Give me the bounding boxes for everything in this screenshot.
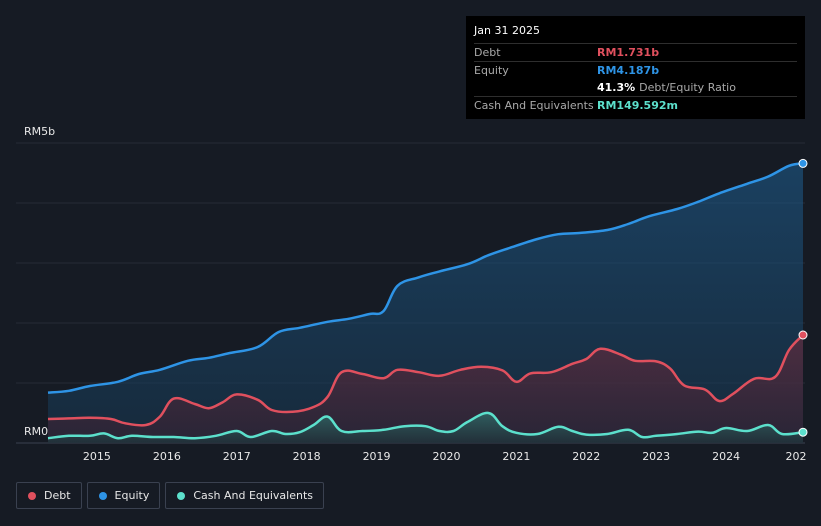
tooltip-panel: Jan 31 2025 Debt RM1.731b Equity RM4.187… — [466, 16, 805, 119]
cash-endpoint — [798, 427, 808, 437]
debt-dot-icon — [28, 491, 36, 500]
tooltip-debt-label: Debt — [474, 46, 501, 59]
legend-label-debt: Debt — [44, 489, 71, 502]
series-endpoints — [798, 158, 808, 437]
x-tick-label: 2024 — [712, 450, 740, 463]
tooltip-ratio-label: Debt/Equity Ratio — [639, 81, 736, 94]
x-axis-ticks: 2015 2016 2017 2018 2019 2020 2021 2022 2023 2024… — [83, 450, 807, 463]
tooltip-row-ratio: 41.3% Debt/Equity Ratio — [474, 79, 797, 96]
tooltip-cash-label: Cash And Equivalents — [474, 99, 594, 112]
equity-dot-icon — [98, 491, 107, 500]
debt-line — [47, 334, 804, 427]
tooltip-cash-value: RM149.592m — [597, 99, 678, 112]
tooltip-date: Jan 31 2025 — [474, 24, 540, 37]
series-areas — [48, 163, 803, 443]
debt-area — [48, 335, 803, 443]
cash-line — [47, 411, 804, 440]
x-tick-label: 2019 — [363, 450, 391, 463]
x-tick-label: 2022 — [572, 450, 600, 463]
y-axis-top-label: RM5b — [24, 125, 55, 138]
tooltip-row-cash: Cash And Equivalents RM149.592m — [474, 96, 797, 114]
x-tick-label: 2021 — [502, 450, 530, 463]
series-lines — [47, 162, 804, 440]
x-tick-label: 2018 — [293, 450, 321, 463]
equity-line — [47, 162, 804, 394]
x-tick-label: 2016 — [153, 450, 181, 463]
equity-endpoint — [798, 158, 808, 168]
tooltip-equity-label: Equity — [474, 64, 509, 77]
tooltip-ratio-value: 41.3% — [597, 81, 636, 94]
cash-area — [48, 412, 803, 443]
x-tick-label: 2017 — [223, 450, 251, 463]
legend-label-equity: Equity — [114, 489, 150, 502]
x-tick-label: 2020 — [432, 450, 460, 463]
x-tick-label: 2023 — [642, 450, 670, 463]
legend-item-debt[interactable]: Debt — [16, 482, 82, 509]
tooltip-row-debt: Debt RM1.731b — [474, 43, 797, 61]
legend-label-cash: Cash And Equivalents — [193, 489, 313, 502]
x-tick-label: 202 — [786, 450, 807, 463]
debt-endpoint — [798, 330, 808, 340]
tooltip-debt-value: RM1.731b — [597, 46, 660, 59]
tooltip-row-equity: Equity RM4.187b — [474, 61, 797, 79]
legend: Debt Equity Cash And Equivalents — [16, 482, 324, 509]
tooltip-equity-value: RM4.187b — [597, 64, 660, 77]
legend-item-equity[interactable]: Equity — [86, 482, 161, 509]
legend-item-cash[interactable]: Cash And Equivalents — [165, 482, 324, 509]
cash-dot-icon — [177, 491, 186, 500]
x-tick-label: 2015 — [83, 450, 111, 463]
y-axis-bottom-label: RM0 — [24, 425, 48, 438]
